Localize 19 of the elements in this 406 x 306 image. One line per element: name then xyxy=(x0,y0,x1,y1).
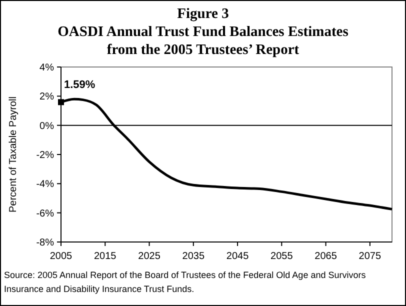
x-tick-label: 2015 xyxy=(94,251,117,262)
x-tick-label: 2075 xyxy=(358,251,382,262)
chart-title: Figure 3 OASDI Annual Trust Fund Balances Estimates from the 2005 Trustees’ Report xyxy=(58,6,349,58)
y-tick-label: -8% xyxy=(36,238,54,248)
y-tick-label: -2% xyxy=(36,150,54,161)
annotation: 1.59% xyxy=(64,79,96,92)
y-tick-label: 2% xyxy=(40,92,54,103)
y-tick-label: 4% xyxy=(40,62,54,74)
x-tick-label: 2055 xyxy=(270,251,294,262)
y-tick-label: 0% xyxy=(40,120,54,132)
x-tick-label: 2025 xyxy=(138,251,161,262)
source-note: Source: 2005 Annual Report of the Board of Trustees of the Federal Old Age and Survivors Insurance and Disability Insurance Trust Funds. xyxy=(4,270,366,294)
x-tick-label: 2065 xyxy=(314,251,338,262)
y-tick-label: -4% xyxy=(36,179,54,190)
x-tick-label: 2035 xyxy=(182,251,205,262)
y-axis-title: Percent of Taxable Payroll xyxy=(8,96,19,212)
y-tick-label: -6% xyxy=(36,208,54,220)
x-tick-label: 2005 xyxy=(50,251,73,262)
x-tick-label: 2045 xyxy=(226,251,250,262)
